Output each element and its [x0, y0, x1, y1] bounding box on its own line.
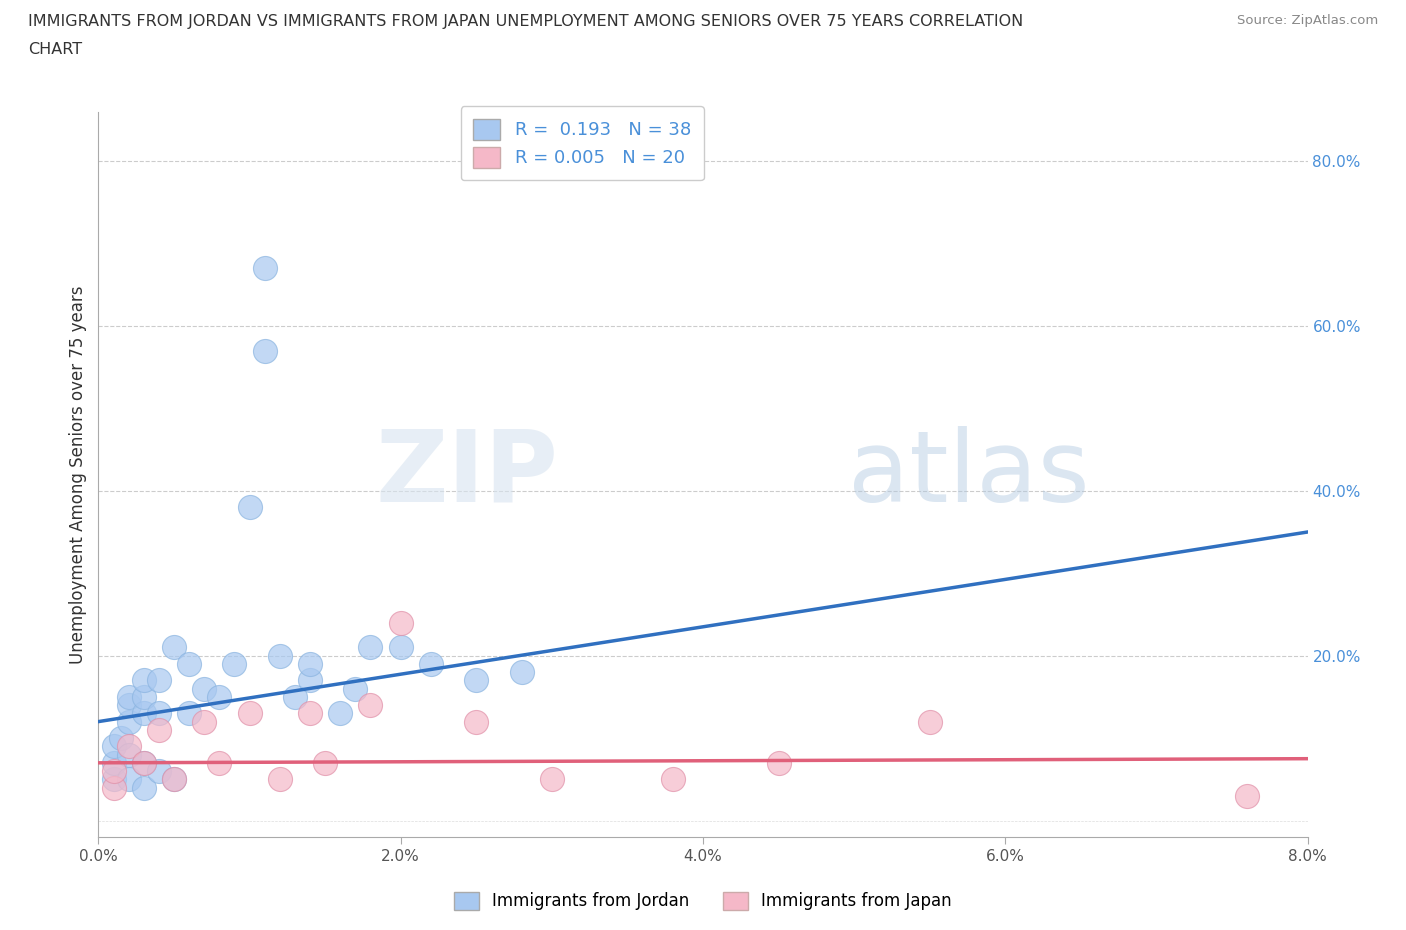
Text: ZIP: ZIP [375, 426, 558, 523]
Text: atlas: atlas [848, 426, 1090, 523]
Point [179, 657, 201, 671]
Point [239, 706, 262, 721]
Point [269, 772, 291, 787]
Point [103, 755, 125, 770]
Y-axis label: Unemployment Among Seniors over 75 years: Unemployment Among Seniors over 75 years [69, 286, 87, 663]
Point [132, 755, 155, 770]
Point [253, 343, 276, 358]
Point [132, 780, 155, 795]
Point [253, 260, 276, 275]
Point [918, 714, 941, 729]
Point [179, 706, 201, 721]
Point [132, 689, 155, 704]
Point [148, 706, 170, 721]
Point [148, 673, 170, 688]
Point [329, 706, 352, 721]
Point [299, 706, 322, 721]
Point [344, 681, 367, 696]
Point [360, 698, 382, 712]
Point [208, 755, 231, 770]
Point [132, 706, 155, 721]
Legend: Immigrants from Jordan, Immigrants from Japan: Immigrants from Jordan, Immigrants from … [447, 885, 959, 917]
Point [540, 772, 562, 787]
Point [110, 731, 132, 746]
Point [132, 755, 155, 770]
Text: IMMIGRANTS FROM JORDAN VS IMMIGRANTS FROM JAPAN UNEMPLOYMENT AMONG SENIORS OVER : IMMIGRANTS FROM JORDAN VS IMMIGRANTS FRO… [28, 14, 1024, 29]
Point [284, 689, 307, 704]
Legend: R =  0.193   N = 38, R = 0.005   N = 20: R = 0.193 N = 38, R = 0.005 N = 20 [461, 106, 703, 180]
Point [389, 640, 412, 655]
Point [118, 738, 141, 753]
Point [118, 747, 141, 762]
Point [118, 714, 141, 729]
Point [360, 640, 382, 655]
Point [103, 738, 125, 753]
Point [193, 681, 215, 696]
Point [148, 764, 170, 778]
Point [299, 673, 322, 688]
Point [118, 772, 141, 787]
Point [239, 499, 262, 514]
Point [420, 657, 443, 671]
Point [1236, 789, 1258, 804]
Text: CHART: CHART [28, 42, 82, 57]
Point [661, 772, 683, 787]
Point [389, 616, 412, 631]
Point [163, 640, 186, 655]
Point [118, 698, 141, 712]
Point [148, 723, 170, 737]
Point [193, 714, 215, 729]
Point [299, 657, 322, 671]
Point [269, 648, 291, 663]
Point [314, 755, 336, 770]
Point [103, 780, 125, 795]
Point [208, 689, 231, 704]
Point [163, 772, 186, 787]
Point [132, 673, 155, 688]
Point [465, 714, 488, 729]
Point [768, 755, 790, 770]
Text: Source: ZipAtlas.com: Source: ZipAtlas.com [1237, 14, 1378, 27]
Point [118, 689, 141, 704]
Point [163, 772, 186, 787]
Point [103, 764, 125, 778]
Point [103, 772, 125, 787]
Point [465, 673, 488, 688]
Point [224, 657, 246, 671]
Point [510, 665, 533, 680]
